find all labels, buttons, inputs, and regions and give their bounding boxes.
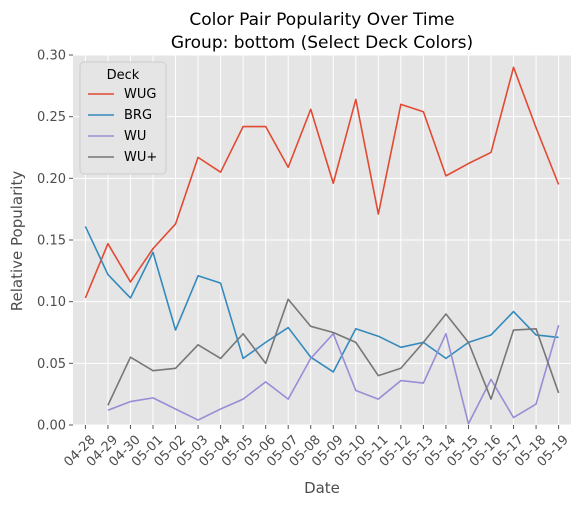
series-line-brg bbox=[84, 226, 559, 373]
legend-label: WU+ bbox=[124, 150, 157, 165]
y-axis-label: Relative Popularity bbox=[8, 171, 26, 312]
legend-label: WU bbox=[124, 129, 146, 144]
y-tick-label: 0.25 bbox=[37, 110, 66, 125]
y-tick-label: 0.20 bbox=[37, 172, 66, 187]
legend-items: WUG BRG WU WU+ bbox=[88, 87, 157, 165]
series-lines bbox=[84, 66, 560, 425]
y-tick-label: 0.05 bbox=[37, 357, 66, 372]
legend-label: BRG bbox=[124, 108, 152, 123]
y-tick-label: 0.00 bbox=[37, 419, 66, 434]
chart-subtitle: Group: bottom (Select Deck Colors) bbox=[171, 33, 473, 53]
legend-title: Deck bbox=[107, 68, 140, 83]
y-axis-ticks: 0.00 0.05 0.10 0.15 0.20 0.25 0.30 bbox=[37, 49, 73, 434]
legend: Deck WUG BRG WU WU+ bbox=[79, 61, 167, 175]
series-line-wug bbox=[84, 66, 560, 299]
y-tick-label: 0.15 bbox=[37, 234, 66, 249]
x-axis-ticks: 04-2804-2904-3005-0105-0205-0305-0405-05… bbox=[61, 425, 572, 470]
x-axis-label: Date bbox=[304, 479, 340, 497]
chart-title: Color Pair Popularity Over Time bbox=[189, 10, 454, 30]
legend-label: WUG bbox=[124, 87, 156, 102]
legend-box bbox=[79, 61, 167, 175]
y-tick-label: 0.30 bbox=[37, 49, 66, 64]
series-line-wu-plus bbox=[107, 298, 560, 406]
y-tick-label: 0.10 bbox=[37, 295, 66, 310]
series-line-wu bbox=[107, 324, 560, 425]
